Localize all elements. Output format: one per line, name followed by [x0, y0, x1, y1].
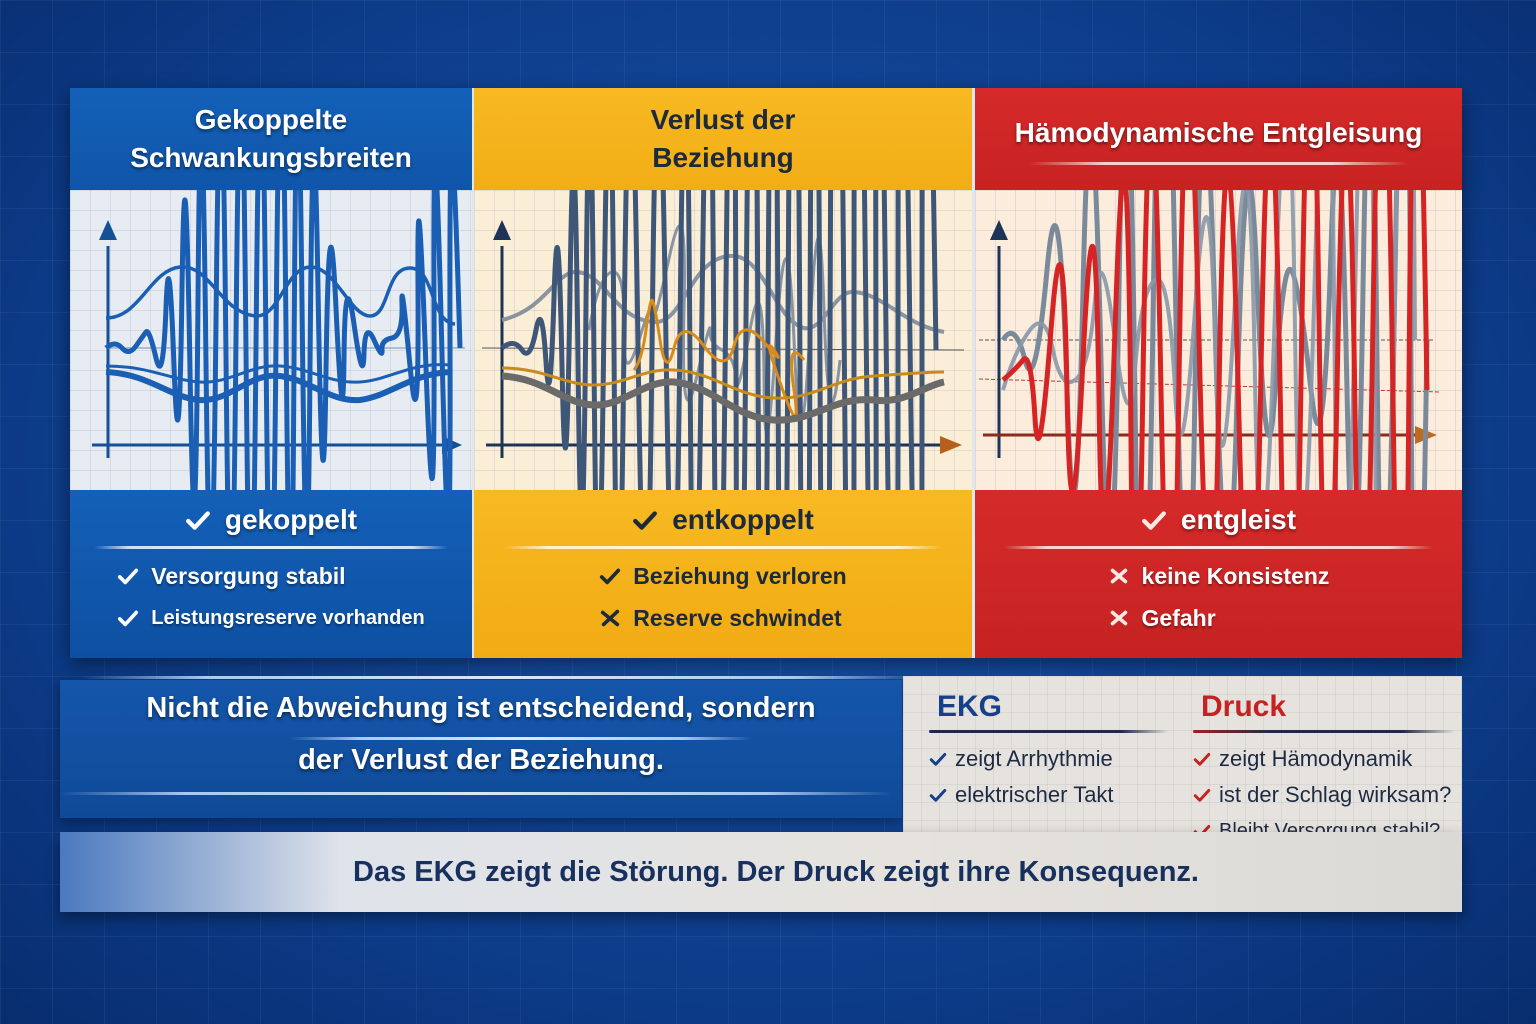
list-item-label: Leistungsreserve vorhanden [151, 606, 425, 629]
cross-icon [1108, 607, 1130, 629]
status-label: entgleist [1180, 504, 1297, 535]
coupled-waves-graphic [92, 190, 465, 490]
ekg-column: EKG zeigt Arrhythmie elektrischer Takt [929, 690, 1169, 813]
druck-item: zeigt Hämodynamik [1193, 741, 1455, 777]
divider [1004, 546, 1433, 549]
check-icon [599, 565, 621, 587]
list-item-label: Versorgung stabil [151, 562, 346, 589]
list-item-label: Reserve schwindet [633, 604, 842, 631]
check-icon [1193, 753, 1211, 766]
druck-column: Druck zeigt Hämodynamik ist der Schlag w… [1193, 690, 1455, 849]
check-icon [1193, 789, 1211, 802]
check-icon [117, 565, 139, 587]
ekg-item: zeigt Arrhythmie [929, 741, 1169, 777]
three-panel-board: Gekoppelte Schwankungsbreiten gekop [70, 88, 1462, 658]
druck-item: ist der Schlag wirksam? [1193, 777, 1455, 813]
decorative-line [80, 676, 922, 679]
check-icon [929, 753, 947, 766]
conclusion-banner: Das EKG zeigt die Störung. Der Druck zei… [60, 832, 1462, 912]
decorative-line [290, 737, 752, 740]
check-icon [185, 507, 211, 533]
status-badge: entkoppelt [632, 500, 814, 540]
list-item: Leistungsreserve vorhanden [117, 601, 425, 635]
title-underline [1028, 161, 1409, 165]
ekg-item: elektrischer Takt [929, 777, 1169, 813]
list-item: Reserve schwindet [599, 601, 842, 635]
derailment-waveform-chart [975, 190, 1462, 490]
panel-decoupled-title: Verlust der Beziehung [474, 88, 972, 190]
panel-derailment-summary: entgleist keine Konsistenz Gefahr [975, 490, 1462, 658]
list-item: keine Konsistenz [1108, 559, 1330, 593]
druck-item-label: ist der Schlag wirksam? [1219, 782, 1452, 807]
ekg-title: EKG [937, 690, 1003, 723]
divider [94, 546, 448, 549]
check-icon [117, 607, 139, 629]
druck-underline [1193, 730, 1455, 733]
divider [503, 546, 943, 549]
check-icon [1141, 507, 1167, 533]
decoupled-waveform-chart [474, 190, 972, 490]
status-badge: entgleist [1141, 500, 1296, 540]
decorative-line [60, 792, 892, 795]
conclusion-text: Das EKG zeigt die Störung. Der Druck zei… [353, 855, 1199, 888]
ekg-item-label: elektrischer Takt [955, 782, 1114, 807]
druck-item-label: zeigt Hämodynamik [1219, 746, 1413, 771]
list-item-label: keine Konsistenz [1141, 562, 1330, 589]
title-line: Beziehung [652, 142, 794, 173]
cross-icon [1108, 565, 1130, 587]
panel-decoupled: Verlust der Beziehung [474, 88, 972, 658]
status-label: entkoppelt [672, 504, 814, 535]
key-message-line-1: Nicht die Abweichung ist entscheidend, s… [146, 692, 816, 724]
list-item: Beziehung verloren [599, 559, 847, 593]
panel-coupled-title: Gekoppelte Schwankungsbreiten [70, 88, 472, 190]
decoupled-waves-graphic [481, 190, 965, 490]
key-message-box: Nicht die Abweichung ist entscheidend, s… [60, 676, 922, 818]
panel-coupled-summary: gekoppelt Versorgung stabil Leistungsres… [70, 490, 472, 658]
list-item-label: Beziehung verloren [633, 562, 847, 589]
ekg-druck-comparison: EKG zeigt Arrhythmie elektrischer Takt D… [903, 676, 1462, 842]
panel-coupled: Gekoppelte Schwankungsbreiten gekop [70, 88, 472, 658]
derailed-waves-graphic [978, 190, 1441, 490]
title-line: Gekoppelte [194, 104, 348, 135]
check-icon [632, 507, 658, 533]
ekg-item-label: zeigt Arrhythmie [955, 746, 1113, 771]
coupled-waveform-chart [70, 190, 472, 490]
title-line: Verlust der [650, 104, 796, 135]
druck-title: Druck [1201, 690, 1287, 723]
title-line: Hämodynamische Entgleisung [1014, 116, 1423, 148]
panel-derailment-title: Hämodynamische Entgleisung [975, 88, 1462, 190]
cross-icon [599, 607, 621, 629]
key-message-line-2: der Verlust der Beziehung. [298, 744, 664, 776]
list-item: Gefahr [1108, 601, 1216, 635]
status-label: gekoppelt [224, 504, 358, 535]
status-badge: gekoppelt [185, 500, 357, 540]
check-icon [929, 789, 947, 802]
title-line: Schwankungsbreiten [130, 142, 412, 173]
panel-decoupled-summary: entkoppelt Beziehung verloren Reserve sc… [474, 490, 972, 658]
list-item: Versorgung stabil [117, 559, 346, 593]
list-item-label: Gefahr [1141, 604, 1216, 631]
panel-derailment: Hämodynamische Entgleisung entglei [975, 88, 1462, 658]
ekg-underline [929, 730, 1169, 733]
